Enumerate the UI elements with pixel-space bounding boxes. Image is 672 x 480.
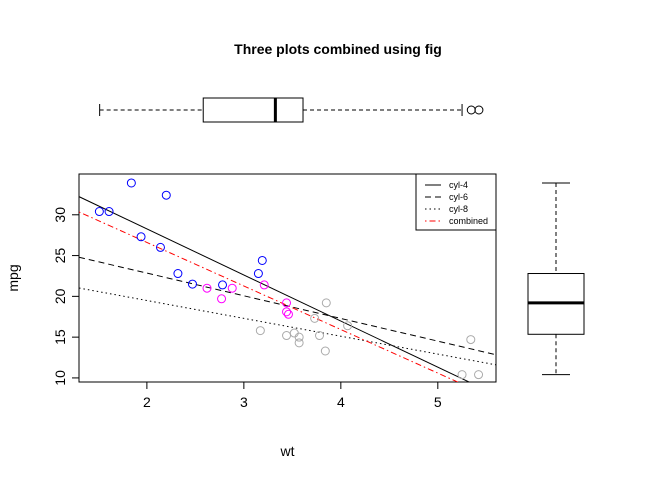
wt-outlier — [474, 105, 484, 115]
legend-label: cyl-4 — [449, 180, 468, 190]
point-cyl-4 — [257, 255, 267, 265]
wt-box — [202, 97, 304, 123]
plot-frame — [78, 173, 497, 383]
legend-box — [415, 173, 497, 231]
legend-label: combined — [449, 216, 488, 226]
legend-label: cyl-6 — [449, 192, 468, 202]
y-axis-label: mpg — [5, 264, 21, 291]
point-cyl-8 — [310, 313, 320, 323]
x-axis: 2 3 4 5 — [143, 382, 442, 410]
point-cyl-4 — [136, 232, 146, 242]
point-cyl-4 — [218, 280, 228, 290]
point-cyl-8 — [343, 321, 353, 331]
wt-outlier — [466, 105, 476, 115]
x-axis-label: wt — [280, 443, 295, 459]
y-tick-label: 15 — [52, 329, 68, 345]
point-cyl-8 — [466, 335, 476, 345]
point-cyl-8 — [255, 326, 265, 336]
regression-lines — [79, 196, 496, 382]
point-cyl-4 — [104, 207, 114, 217]
point-cyl-6 — [283, 309, 293, 319]
wt-boxplot — [99, 97, 484, 123]
point-cyl-8 — [294, 332, 304, 342]
mpg-boxplot — [527, 182, 585, 376]
point-cyl-6 — [282, 307, 292, 317]
point-cyl-8 — [320, 346, 330, 356]
point-cyl-8 — [282, 331, 292, 341]
fit-line-cyl-8 — [79, 287, 496, 366]
point-cyl-8 — [315, 331, 325, 341]
x-tick-label: 5 — [434, 394, 442, 410]
fit-line-cyl-4 — [79, 196, 471, 382]
x-tick-label: 4 — [337, 394, 345, 410]
data-points — [94, 178, 484, 380]
x-tick-label: 2 — [143, 394, 151, 410]
y-tick-label: 10 — [52, 370, 68, 386]
point-cyl-4 — [173, 269, 183, 279]
point-cyl-8 — [457, 370, 467, 380]
point-cyl-6 — [202, 283, 212, 293]
point-cyl-6 — [259, 280, 269, 290]
fit-line-combined — [79, 211, 459, 382]
point-cyl-4 — [94, 207, 104, 217]
y-tick-label: 25 — [52, 248, 68, 264]
point-cyl-8 — [294, 338, 304, 348]
point-cyl-6 — [227, 283, 237, 293]
point-cyl-6 — [282, 298, 292, 308]
y-tick-label: 30 — [52, 207, 68, 223]
point-cyl-4 — [155, 242, 165, 252]
point-cyl-8 — [289, 328, 299, 338]
point-cyl-4 — [253, 269, 263, 279]
point-cyl-8 — [321, 298, 331, 308]
x-tick-label: 3 — [240, 394, 248, 410]
y-axis: 10 15 20 25 30 — [52, 207, 79, 386]
point-cyl-4 — [161, 190, 171, 200]
legend-label: cyl-8 — [449, 204, 468, 214]
y-tick-label: 20 — [52, 288, 68, 304]
point-cyl-8 — [474, 370, 484, 380]
chart-title: Three plots combined using fig — [234, 41, 442, 57]
point-cyl-4 — [126, 178, 136, 188]
fit-line-cyl-6 — [79, 256, 496, 356]
point-cyl-6 — [217, 294, 227, 304]
legend: cyl-4 cyl-6 cyl-8 combined — [415, 173, 497, 231]
point-cyl-4 — [187, 279, 197, 289]
